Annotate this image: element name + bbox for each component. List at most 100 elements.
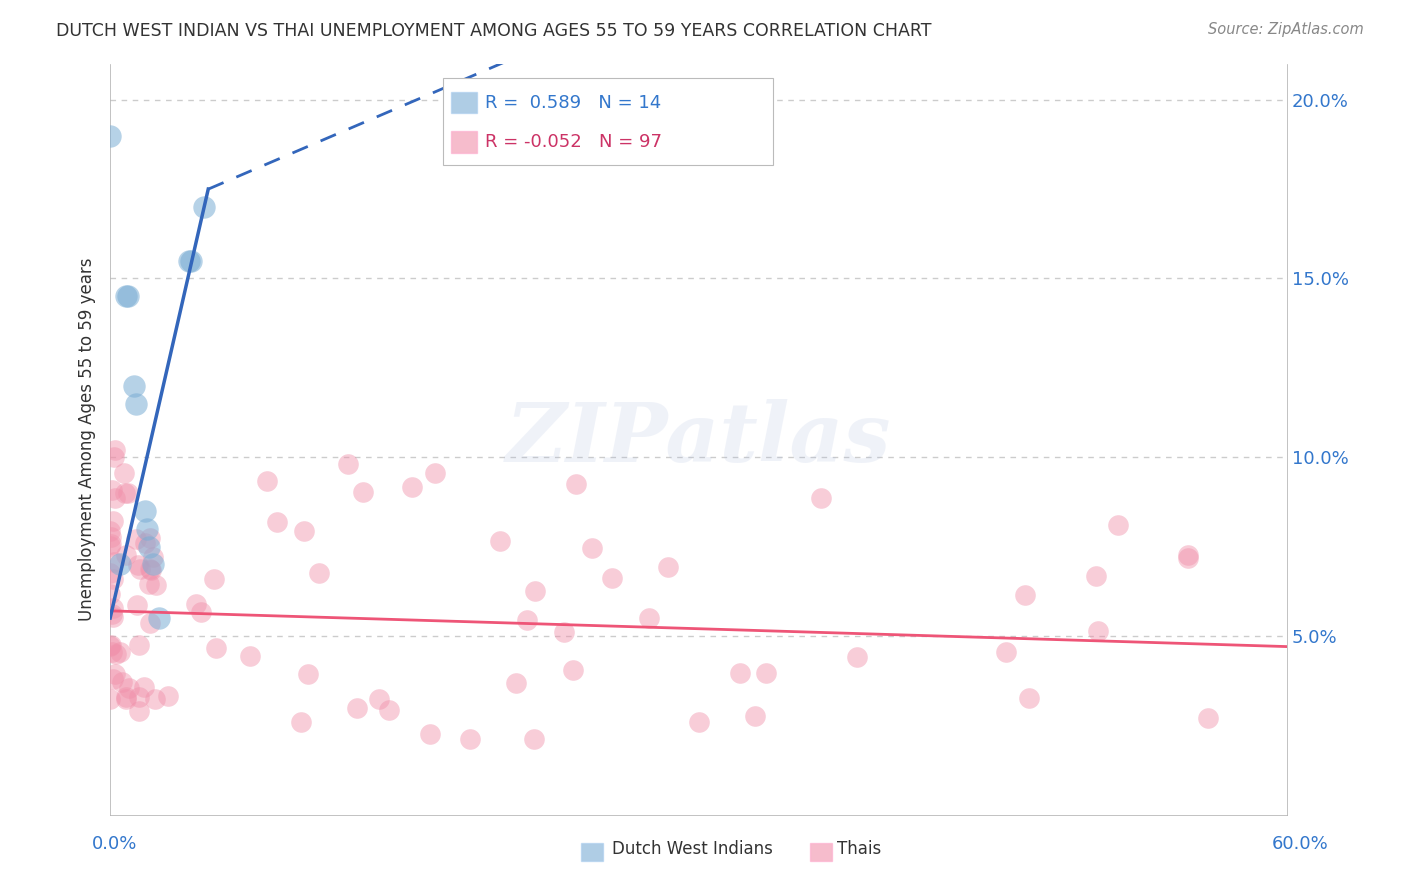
Point	[688, 715, 710, 730]
Point	[297, 666, 319, 681]
Point	[101, 572, 124, 586]
Point	[142, 558, 165, 572]
Point	[134, 536, 156, 550]
Point	[156, 690, 179, 704]
Point	[845, 649, 868, 664]
Point	[134, 504, 156, 518]
Point	[104, 647, 127, 661]
Point	[205, 641, 228, 656]
Point	[184, 597, 207, 611]
Point	[1197, 711, 1219, 725]
Text: Source: ZipAtlas.com: Source: ZipAtlas.com	[1208, 22, 1364, 37]
Point	[98, 524, 121, 539]
Point	[290, 715, 312, 730]
Point	[352, 485, 374, 500]
Point	[489, 534, 512, 549]
Point	[1018, 691, 1040, 706]
Text: R = -0.052   N = 97: R = -0.052 N = 97	[485, 133, 662, 151]
Point	[1014, 588, 1036, 602]
Point	[115, 289, 138, 303]
Text: 0.0%: 0.0%	[91, 835, 136, 853]
Point	[98, 639, 121, 653]
Point	[117, 486, 139, 500]
Point	[101, 600, 124, 615]
Text: ZIPatlas: ZIPatlas	[506, 400, 891, 479]
Point	[553, 625, 575, 640]
Point	[127, 558, 149, 572]
Text: DUTCH WEST INDIAN VS THAI UNEMPLOYMENT AMONG AGES 55 TO 59 YEARS CORRELATION CHA: DUTCH WEST INDIAN VS THAI UNEMPLOYMENT A…	[56, 22, 932, 40]
Point	[98, 539, 121, 553]
Point	[177, 253, 200, 268]
Point	[657, 560, 679, 574]
Point	[108, 645, 131, 659]
Point	[810, 491, 832, 506]
Point	[561, 663, 583, 677]
Point	[143, 692, 166, 706]
Point	[148, 611, 170, 625]
Point	[1177, 551, 1199, 566]
Point	[516, 613, 538, 627]
Point	[581, 541, 603, 555]
Point	[114, 485, 136, 500]
Point	[101, 610, 124, 624]
Text: 60.0%: 60.0%	[1272, 835, 1329, 853]
Point	[98, 566, 121, 580]
Point	[180, 253, 202, 268]
Point	[136, 522, 159, 536]
Point	[111, 675, 134, 690]
Point	[423, 466, 446, 480]
Point	[100, 638, 122, 652]
Point	[368, 692, 391, 706]
Point	[138, 577, 160, 591]
Point	[308, 566, 330, 580]
Point	[124, 532, 146, 546]
Point	[139, 615, 162, 630]
Point	[1177, 548, 1199, 562]
Point	[266, 515, 288, 529]
Point	[638, 611, 661, 625]
Point	[129, 561, 152, 575]
Point	[401, 480, 423, 494]
Point	[138, 531, 160, 545]
Point	[100, 587, 122, 601]
Point	[128, 638, 150, 652]
Point	[117, 289, 139, 303]
Point	[124, 396, 146, 410]
Point	[132, 680, 155, 694]
Point	[101, 483, 124, 497]
Point	[419, 726, 441, 740]
Point	[139, 562, 162, 576]
Point	[730, 665, 752, 680]
Point	[103, 491, 125, 505]
Point	[1085, 569, 1108, 583]
Point	[190, 605, 212, 619]
Point	[994, 645, 1017, 659]
Point	[139, 563, 162, 577]
Point	[337, 457, 360, 471]
Point	[103, 450, 125, 464]
Point	[145, 578, 167, 592]
Point	[100, 537, 122, 551]
Point	[142, 549, 165, 564]
Point	[565, 476, 588, 491]
Y-axis label: Unemployment Among Ages 55 to 59 years: Unemployment Among Ages 55 to 59 years	[79, 258, 96, 621]
Point	[256, 474, 278, 488]
Point	[125, 599, 148, 613]
Point	[522, 732, 544, 747]
Point	[101, 607, 124, 622]
Point	[101, 645, 124, 659]
Point	[103, 555, 125, 569]
Point	[98, 128, 121, 143]
Text: Dutch West Indians: Dutch West Indians	[612, 840, 772, 858]
Point	[239, 649, 262, 664]
Point	[600, 571, 623, 585]
Point	[104, 443, 127, 458]
Point	[292, 524, 315, 538]
Point	[138, 540, 160, 554]
Point	[128, 690, 150, 705]
Point	[755, 665, 778, 680]
Point	[128, 704, 150, 718]
Point	[112, 466, 135, 480]
Point	[98, 691, 121, 706]
Point	[1107, 517, 1129, 532]
